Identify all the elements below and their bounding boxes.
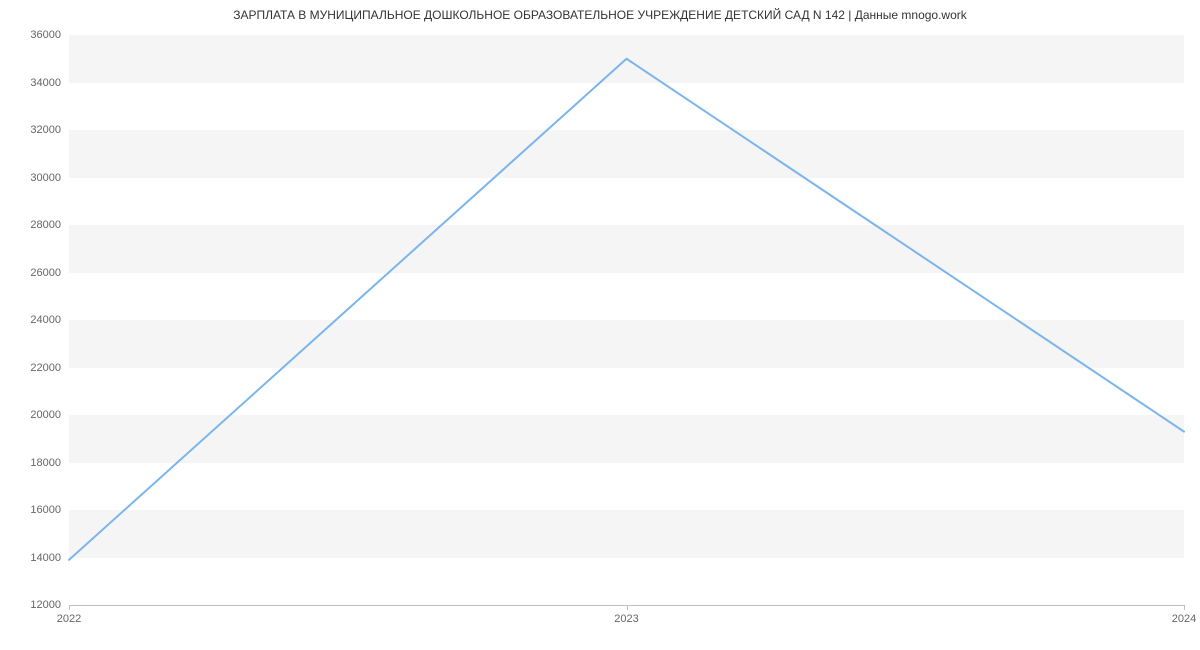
chart-title: ЗАРПЛАТА В МУНИЦИПАЛЬНОЕ ДОШКОЛЬНОЕ ОБРА… xyxy=(0,8,1200,22)
y-tick-label: 30000 xyxy=(30,172,69,184)
y-tick-label: 20000 xyxy=(30,409,69,421)
y-tick-label: 18000 xyxy=(30,457,69,469)
y-tick-label: 34000 xyxy=(30,77,69,89)
line-series-layer xyxy=(69,35,1184,605)
y-tick-label: 26000 xyxy=(30,267,69,279)
x-tick-label: 2024 xyxy=(1172,605,1196,625)
y-tick-label: 36000 xyxy=(30,29,69,41)
salary-line-chart: ЗАРПЛАТА В МУНИЦИПАЛЬНОЕ ДОШКОЛЬНОЕ ОБРА… xyxy=(0,0,1200,650)
y-tick-label: 14000 xyxy=(30,552,69,564)
plot-area: 1200014000160001800020000220002400026000… xyxy=(69,35,1184,605)
y-tick-label: 24000 xyxy=(30,314,69,326)
x-tick-label: 2023 xyxy=(614,605,638,625)
y-tick-label: 16000 xyxy=(30,504,69,516)
y-tick-label: 22000 xyxy=(30,362,69,374)
line-series-salary xyxy=(69,59,1184,560)
y-tick-label: 28000 xyxy=(30,219,69,231)
y-tick-label: 32000 xyxy=(30,124,69,136)
x-tick-label: 2022 xyxy=(57,605,81,625)
